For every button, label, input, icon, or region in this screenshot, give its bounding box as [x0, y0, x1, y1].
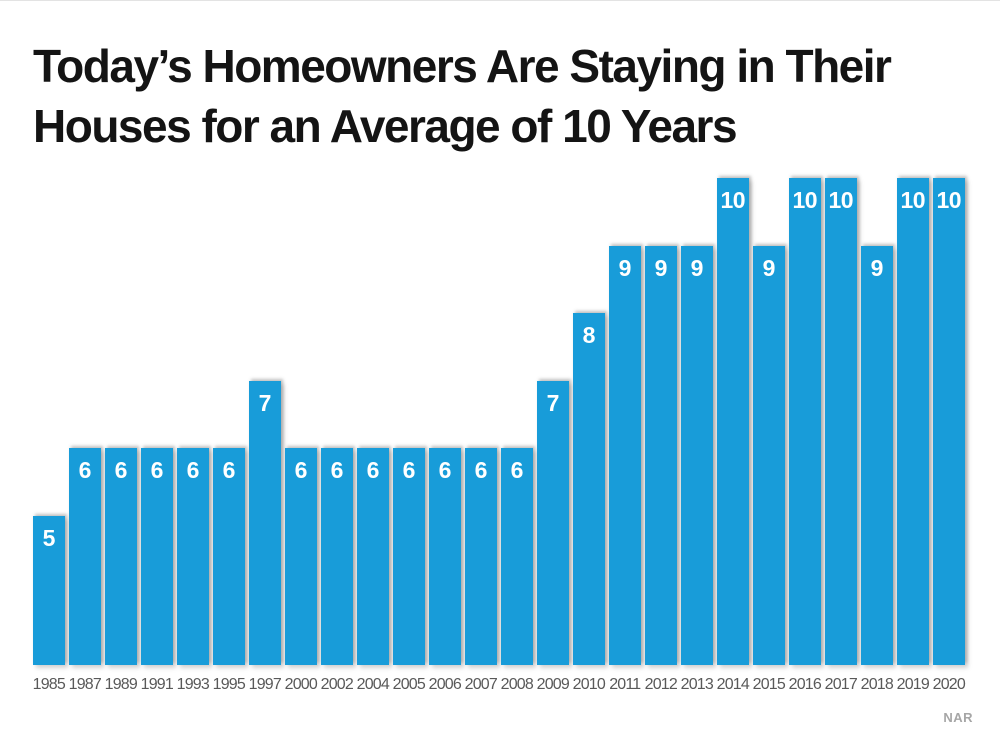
x-axis-label: 2000	[284, 676, 318, 693]
bar: 10	[933, 178, 965, 665]
chart-title-line-2: Houses for an Average of 10 Years	[33, 100, 738, 152]
bar: 6	[501, 448, 533, 665]
bar-value-label: 6	[474, 457, 488, 483]
x-axis-label: 2012	[644, 676, 678, 693]
x-axis-label: 2011	[609, 676, 641, 693]
bar: 10	[825, 178, 857, 665]
bar: 10	[717, 178, 749, 665]
bar: 10	[897, 178, 929, 665]
frame-top-border	[0, 0, 1000, 1]
bar: 6	[213, 448, 245, 665]
bar-value-label: 6	[438, 457, 452, 483]
bar-value-label: 6	[510, 457, 524, 483]
bar: 7	[249, 380, 281, 665]
x-axis-label: 2019	[896, 676, 930, 693]
bar: 6	[429, 448, 461, 665]
x-axis-label: 2007	[464, 676, 498, 693]
x-axis-label: 2015	[752, 676, 786, 693]
bar-value-label: 5	[42, 524, 56, 551]
bar: 10	[789, 178, 821, 665]
x-axis-label: 1995	[212, 676, 246, 693]
bar: 6	[141, 448, 173, 665]
bar-value-label: 6	[114, 457, 128, 483]
bar-value-label: 10	[900, 187, 926, 213]
bar: 9	[609, 245, 641, 665]
bar-value-label: 6	[330, 457, 344, 483]
bar: 9	[753, 245, 785, 665]
x-axis-label: 2018	[860, 676, 894, 693]
bar-value-label: 6	[222, 457, 236, 483]
bar-value-label: 7	[546, 389, 560, 416]
x-axis-label: 1991	[140, 676, 174, 693]
bar: 6	[105, 448, 137, 665]
x-axis-label: 2006	[428, 676, 462, 693]
x-axis-label: 1989	[104, 676, 138, 693]
bar-value-label: 9	[690, 254, 704, 281]
bar-value-label: 6	[294, 457, 308, 483]
bar: 6	[321, 448, 353, 665]
x-axis-label: 2017	[824, 676, 858, 693]
bar-value-label: 9	[870, 254, 884, 281]
x-axis-label: 2014	[716, 676, 750, 693]
bar-value-label: 10	[720, 187, 746, 213]
bar-value-label: 6	[186, 457, 200, 483]
chart-title: Today’s Homeowners Are Staying in Their …	[33, 36, 963, 156]
bar-value-label: 6	[366, 457, 380, 483]
x-axis-label: 2010	[572, 676, 606, 693]
bar: 6	[465, 448, 497, 665]
bar: 6	[177, 448, 209, 665]
bar: 6	[285, 448, 317, 665]
x-axis-label: 2013	[680, 676, 714, 693]
bar-value-label: 9	[762, 254, 776, 281]
source-attribution: NAR	[943, 710, 973, 725]
x-axis-label: 2009	[536, 676, 570, 693]
bar: 6	[69, 448, 101, 665]
bar-value-label: 9	[654, 254, 668, 281]
bar-value-label: 10	[828, 187, 854, 213]
bar: 5	[33, 515, 65, 665]
x-axis-label: 2020	[932, 676, 966, 693]
x-axis-label: 1997	[248, 676, 282, 693]
bar: 9	[681, 245, 713, 665]
x-axis-label: 1987	[68, 676, 102, 693]
x-axis-label: 2004	[356, 676, 390, 693]
bar-value-label: 10	[792, 187, 818, 213]
chart-title-line-1: Today’s Homeowners Are Staying in Their	[33, 40, 892, 92]
x-axis-label: 1993	[176, 676, 210, 693]
bar-value-label: 6	[78, 457, 92, 483]
bar-value-label: 6	[150, 457, 164, 483]
x-axis-label: 2008	[500, 676, 534, 693]
bar: 8	[573, 313, 605, 665]
bar: 6	[357, 448, 389, 665]
bar: 7	[537, 380, 569, 665]
bar: 9	[861, 245, 893, 665]
x-axis-label: 2002	[320, 676, 354, 693]
x-axis-label: 1985	[32, 676, 66, 693]
x-axis-label: 2016	[788, 676, 822, 693]
bar-value-label: 7	[258, 389, 272, 416]
bar-value-label: 9	[618, 254, 632, 281]
x-axis-label: 2005	[392, 676, 426, 693]
bar-value-label: 6	[402, 457, 416, 483]
bar-value-label: 10	[936, 187, 962, 213]
bar-value-label: 8	[582, 322, 596, 348]
bar: 9	[645, 245, 677, 665]
bar: 6	[393, 448, 425, 665]
